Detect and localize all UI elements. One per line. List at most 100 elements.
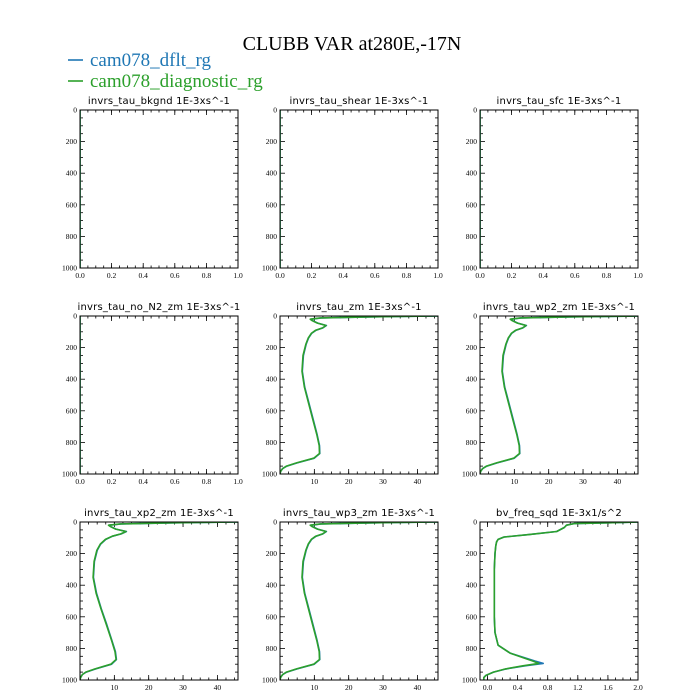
x-tick-label: 1.0 [233,271,243,280]
y-tick-label: 200 [266,343,278,352]
panel: invrs_tau_zm 1E-3xs^-1 0 200 400 600 800 1000 1… [262,302,439,486]
x-tick-label: 0.6 [170,271,180,280]
y-tick-label: 1000 [462,470,477,479]
y-tick-label: 400 [266,169,278,178]
panel-title: invrs_tau_sfc 1E-3xs^-1 [497,96,622,107]
plot-frame [79,315,239,475]
series-line-dflt [480,316,638,474]
y-tick-label: 800 [466,644,478,653]
x-tick-label: 0.8 [602,271,612,280]
y-tick-label: 1000 [462,676,477,685]
y-tick-label: 800 [66,232,78,241]
plot-frame [479,109,639,269]
x-tick-label: 30 [379,683,387,692]
y-tick-label: 600 [66,406,78,415]
x-tick-label: 40 [414,683,422,692]
x-tick-label: 10 [311,477,319,486]
series-line-dflt [280,316,438,474]
y-tick-label: 600 [466,200,478,209]
plot-frame [279,521,439,681]
plot-frame [479,315,639,475]
y-tick-label: 400 [266,581,278,590]
y-tick-label: 1000 [62,264,77,273]
x-tick-label: 0.0 [483,683,493,692]
panel-title: bv_freq_sqd 1E-3x1/s^2 [496,508,622,519]
x-tick-label: 1.0 [433,271,443,280]
y-tick-label: 1000 [462,264,477,273]
x-tick-label: 0.6 [170,477,180,486]
panel-title: invrs_tau_wp2_zm 1E-3xs^-1 [483,302,635,313]
y-tick-label: 1000 [262,470,277,479]
panel: invrs_tau_shear 1E-3xs^-1 0 200 400 600 800 10… [262,96,443,280]
y-tick-label: 0 [273,518,277,527]
series-line-diagnostic [280,316,438,474]
plot-frame [479,521,639,681]
panel-title: invrs_tau_xp2_zm 1E-3xs^-1 [84,508,234,519]
y-tick-label: 1000 [262,264,277,273]
x-tick-label: 0.8 [202,477,212,486]
series-line-diagnostic [480,316,638,474]
panel-title: invrs_tau_no_N2_zm 1E-3xs^-1 [78,302,241,313]
legend-label-dflt: cam078_dflt_rg [90,50,212,71]
y-tick-label: 800 [266,644,278,653]
x-tick-label: 1.0 [233,477,243,486]
x-tick-label: 0.4 [539,271,549,280]
legend-label-diagnostic: cam078_diagnostic_rg [90,71,263,92]
y-tick-label: 200 [66,549,78,558]
x-tick-label: 10 [111,683,119,692]
panel: invrs_tau_wp2_zm 1E-3xs^-1 0 200 400 600 800 1… [462,302,639,486]
y-tick-label: 1000 [262,676,277,685]
x-tick-label: 20 [345,477,353,486]
y-tick-label: 600 [266,612,278,621]
panel-title: invrs_tau_wp3_zm 1E-3xs^-1 [283,508,435,519]
panel-title: invrs_tau_bkgnd 1E-3xs^-1 [88,96,230,107]
y-tick-label: 200 [66,343,78,352]
y-tick-label: 400 [466,375,478,384]
y-tick-label: 600 [466,612,478,621]
x-tick-label: 0.8 [202,271,212,280]
x-tick-label: 0.6 [570,271,580,280]
x-tick-label: 0.6 [370,271,380,280]
x-tick-label: 0.2 [107,271,117,280]
y-tick-label: 200 [66,137,78,146]
panel: bv_freq_sqd 1E-3x1/s^2 0 200 400 600 800 1000 0… [462,508,643,692]
series-line-diagnostic [482,522,638,680]
y-tick-label: 1000 [62,470,77,479]
x-tick-label: 20 [345,683,353,692]
x-tick-label: 0.2 [507,271,517,280]
x-tick-label: 2.0 [633,683,643,692]
figure-title: CLUBB VAR at280E,-17N [243,33,462,55]
x-tick-label: 10 [511,477,519,486]
series-line-dflt [280,522,438,680]
x-tick-label: 0.2 [107,477,117,486]
x-tick-label: 0.8 [402,271,412,280]
x-tick-label: 40 [214,683,222,692]
y-tick-label: 600 [66,612,78,621]
series-line-diagnostic [80,522,238,680]
x-tick-label: 40 [614,477,622,486]
y-tick-label: 600 [266,406,278,415]
y-tick-label: 1000 [62,676,77,685]
y-tick-label: 800 [266,438,278,447]
y-tick-label: 0 [273,106,277,115]
y-tick-label: 400 [66,169,78,178]
y-tick-label: 600 [266,200,278,209]
y-tick-label: 200 [466,137,478,146]
panel: invrs_tau_bkgnd 1E-3xs^-1 0 200 400 600 800 10… [62,96,243,280]
x-tick-label: 0.0 [75,477,85,486]
y-tick-label: 0 [473,106,477,115]
x-tick-label: 20 [145,683,153,692]
y-tick-label: 800 [266,232,278,241]
panel-title: invrs_tau_shear 1E-3xs^-1 [290,96,429,107]
panel-grid: invrs_tau_bkgnd 1E-3xs^-1020040060080010… [62,96,643,692]
x-tick-label: 0.0 [75,271,85,280]
y-tick-label: 800 [466,438,478,447]
x-tick-label: 40 [414,477,422,486]
y-tick-label: 400 [466,581,478,590]
y-tick-label: 400 [66,375,78,384]
y-tick-label: 400 [466,169,478,178]
x-tick-label: 0.4 [139,477,149,486]
y-tick-label: 800 [466,232,478,241]
x-tick-label: 1.2 [573,683,583,692]
panel-title: invrs_tau_zm 1E-3xs^-1 [296,302,421,313]
